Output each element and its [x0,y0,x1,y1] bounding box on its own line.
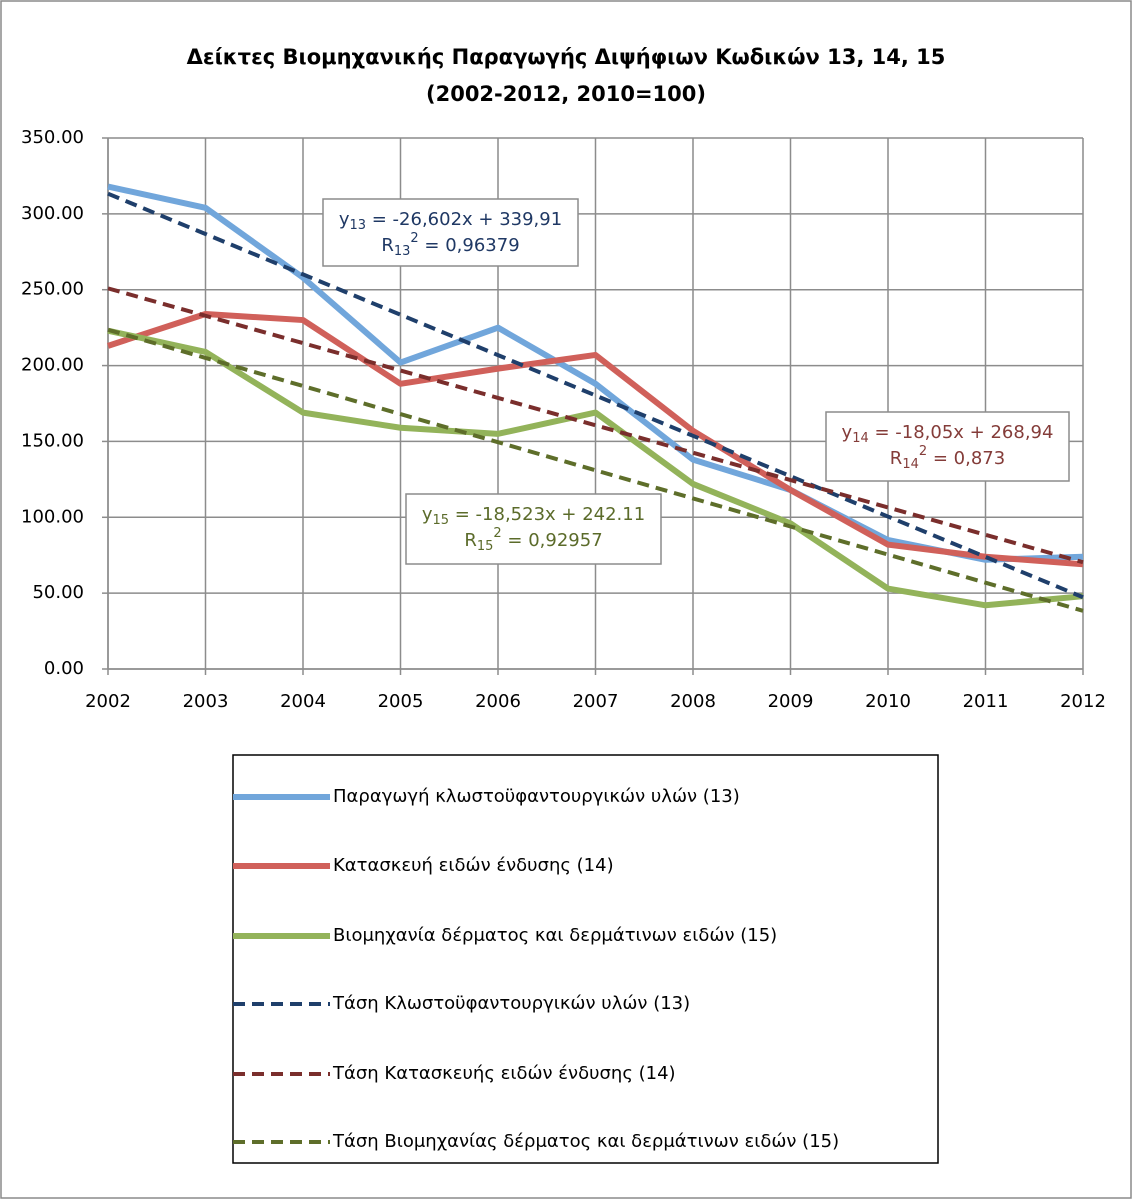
annotation-text: y [339,209,350,230]
legend-label: Παραγωγή κλωστοϋφαντουργικών υλών (13) [333,786,740,807]
y-tick-label: 150.00 [21,430,84,451]
y-tick-label: 350.00 [21,127,84,148]
x-tick-label: 2006 [475,691,521,712]
legend-box [232,754,939,1164]
trend-line [107,191,1084,600]
annotation-text: 13 [394,244,411,259]
annotation-text: 15 [432,513,449,528]
annotation-box [322,198,579,267]
y-tick-label: 100.00 [21,506,84,527]
y-tick-label: 50.00 [32,582,84,603]
annotation-line: y13 = -26,602x + 339,91 [339,209,562,233]
x-tick-label: 2002 [85,691,131,712]
annotation-text: = 0,96379 [419,235,520,256]
y-tick-label: 300.00 [21,203,84,224]
x-tick-label: 2003 [183,691,229,712]
x-tick-label: 2009 [768,691,814,712]
chart-subtitle: (2002-2012, 2010=100) [426,82,706,106]
annotation-text: R [381,235,394,256]
annotation-text: 13 [349,218,366,233]
x-tick-label: 2007 [573,691,619,712]
trend-line [107,327,1084,613]
annotation-text: = 0,873 [927,448,1005,469]
annotation-text: = -18,523x + 242.11 [449,504,645,525]
y-tick-label: 250.00 [21,279,84,300]
annotation-text: y [842,422,853,443]
legend-label: Τάση Κατασκευής ειδών ένδυσης (14) [332,1063,676,1084]
annotation-box [825,411,1070,482]
annotation-line: R142 = 0,873 [890,444,1005,472]
y-tick-label: 0.00 [44,658,84,679]
annotation-text: 14 [902,457,919,472]
x-tick-label: 2011 [963,691,1009,712]
annotation-text: 2 [410,231,418,246]
legend-label: Τάση Βιομηχανίας δέρματος και δερμάτινων… [332,1131,839,1152]
annotation-text: R [890,448,903,469]
annotation-text: 14 [852,431,869,446]
legend-label: Βιομηχανία δέρματος και δερμάτινων ειδών… [333,925,777,946]
annotation-text: R [464,530,477,551]
annotation-text: 15 [477,539,494,554]
annotation-line: y15 = -18,523x + 242.11 [422,504,645,528]
annotation-line: y14 = -18,05x + 268,94 [842,422,1054,446]
x-tick-label: 2004 [280,691,326,712]
legend-label: Κατασκευή ειδών ένδυσης (14) [333,855,614,876]
annotation-text: 2 [493,526,501,541]
series-line [107,310,1084,568]
annotation-line: R152 = 0,92957 [464,526,602,554]
annotation-text: = 0,92957 [502,530,603,551]
x-tick-label: 2012 [1060,691,1106,712]
trend-line [107,286,1084,565]
annotation-line: R132 = 0,96379 [381,231,519,259]
annotation-text: = -18,05x + 268,94 [869,422,1054,443]
x-tick-label: 2008 [670,691,716,712]
annotation-text: = -26,602x + 339,91 [366,209,562,230]
annotation-text: y [422,504,433,525]
series-line [107,327,1084,609]
chart-title: Δείκτες Βιομηχανικής Παραγωγής Διψήφιων … [187,45,946,69]
annotation-box [405,493,662,565]
x-tick-label: 2005 [378,691,424,712]
x-tick-label: 2010 [865,691,911,712]
legend-label: Τάση Κλωστοϋφαντουργικών υλών (13) [332,993,690,1014]
annotation-text: 2 [919,444,927,459]
y-tick-label: 200.00 [21,355,84,376]
